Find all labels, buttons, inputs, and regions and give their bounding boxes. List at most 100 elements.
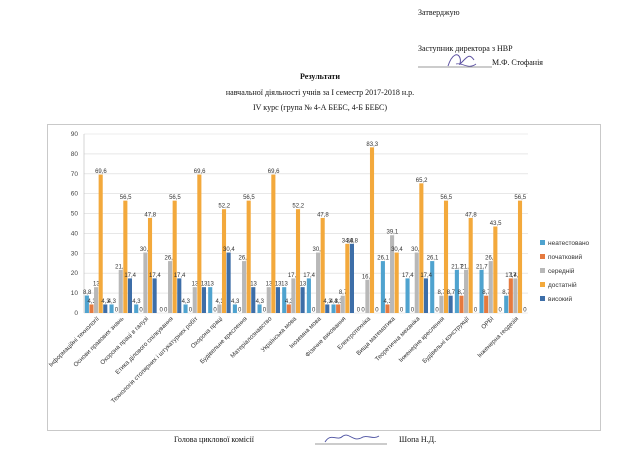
data-label: 47,8 <box>144 212 156 218</box>
footer-name: Шопа Н.Д. <box>399 435 437 444</box>
approve-label: Затверджую <box>418 8 460 17</box>
data-label: 13 <box>300 282 307 288</box>
bar <box>385 304 390 313</box>
bar <box>464 269 469 313</box>
data-label: 8,7 <box>482 290 491 296</box>
data-label: 0 <box>115 308 119 314</box>
data-label: 8,7 <box>502 290 511 296</box>
footer-signature <box>315 434 387 445</box>
chart-frame <box>47 124 601 431</box>
data-label: 13 <box>266 282 273 288</box>
bar <box>226 252 231 313</box>
bar <box>232 304 237 313</box>
bar <box>271 174 276 313</box>
data-label: 0 <box>312 308 316 314</box>
legend-label: середній <box>548 267 575 275</box>
bar <box>242 261 247 313</box>
data-label: 56,5 <box>120 195 132 201</box>
data-label: 26,1 <box>485 256 497 262</box>
data-label: 21,7 <box>476 264 488 270</box>
bar <box>300 287 305 313</box>
data-label: 56,5 <box>243 195 255 201</box>
bar <box>405 278 410 313</box>
bar <box>84 295 89 313</box>
data-label: 21,7 <box>451 264 463 270</box>
data-label: 4,3 <box>256 299 265 305</box>
bar <box>246 200 251 313</box>
data-label: 0 <box>523 308 527 314</box>
data-label: 43,5 <box>490 221 502 227</box>
bar <box>286 304 291 313</box>
bar <box>454 269 459 313</box>
data-label: 4,3 <box>132 299 141 305</box>
data-label: 30,4 <box>411 247 423 253</box>
bar <box>325 304 330 313</box>
bar <box>172 200 177 313</box>
data-label: 69,6 <box>194 169 206 175</box>
data-label: 0 <box>474 308 478 314</box>
bar <box>177 278 182 313</box>
bar <box>282 287 287 313</box>
bar <box>345 243 350 313</box>
data-label: 13 <box>93 282 100 288</box>
data-label: 0 <box>411 308 415 314</box>
legend-label: достатній <box>548 281 577 289</box>
bar <box>306 278 311 313</box>
data-label: 17,4 <box>174 273 186 279</box>
bar <box>183 304 188 313</box>
bar <box>134 304 139 313</box>
data-label: 69,6 <box>268 169 280 175</box>
data-label: 17,4 <box>149 273 161 279</box>
data-label: 21,7 <box>115 264 127 270</box>
footer-role: Голова циклової комісії <box>174 435 255 444</box>
bar <box>448 295 453 313</box>
data-label: 17,4 <box>288 273 300 279</box>
bar <box>459 295 464 313</box>
y-tick-label: 70 <box>71 171 79 178</box>
data-label: 26,1 <box>377 256 389 262</box>
data-label: 56,5 <box>440 195 452 201</box>
legend-label: початковий <box>548 253 582 261</box>
data-label: 4,3 <box>330 299 339 305</box>
bar <box>508 278 513 313</box>
data-label: 13 <box>201 282 208 288</box>
data-label: 47,8 <box>465 212 477 218</box>
data-label: 8,7 <box>437 290 446 296</box>
y-tick-label: 0 <box>74 310 78 317</box>
approver-name: М.Ф. Стофанія <box>492 58 543 67</box>
data-label: 0 <box>357 308 361 314</box>
bar <box>127 278 132 313</box>
data-label: 0 <box>189 308 193 314</box>
bar <box>98 174 103 313</box>
data-label: 4,3 <box>231 299 240 305</box>
data-label: 0 <box>499 308 503 314</box>
bar <box>419 183 424 313</box>
bar <box>118 269 123 313</box>
data-label: 4,3 <box>215 299 224 305</box>
data-label: 0 <box>238 308 242 314</box>
data-label: 13 <box>250 282 257 288</box>
bar <box>266 287 271 313</box>
data-label: 39,1 <box>386 230 398 236</box>
data-label: 4,3 <box>108 299 117 305</box>
x-tick-label: Інженерне креслення <box>398 315 446 363</box>
bar <box>423 278 428 313</box>
bar <box>316 252 321 313</box>
bar <box>369 147 375 313</box>
data-label: 0 <box>435 308 439 314</box>
data-label: 30,4 <box>223 247 235 253</box>
data-label: 34,8 <box>346 238 358 244</box>
data-label: 69,6 <box>95 169 107 175</box>
legend-swatch <box>540 296 545 301</box>
bar <box>143 252 148 313</box>
y-tick-label: 30 <box>71 250 79 257</box>
data-label: 17,4 <box>303 273 315 279</box>
bar <box>488 261 493 313</box>
bar <box>517 200 523 313</box>
approver-position: Заступник директора з НВР <box>418 44 513 53</box>
bar <box>275 287 280 313</box>
data-label: 26,1 <box>238 256 250 262</box>
bar <box>484 295 489 313</box>
data-label: 4,3 <box>182 299 191 305</box>
bar <box>208 287 213 313</box>
